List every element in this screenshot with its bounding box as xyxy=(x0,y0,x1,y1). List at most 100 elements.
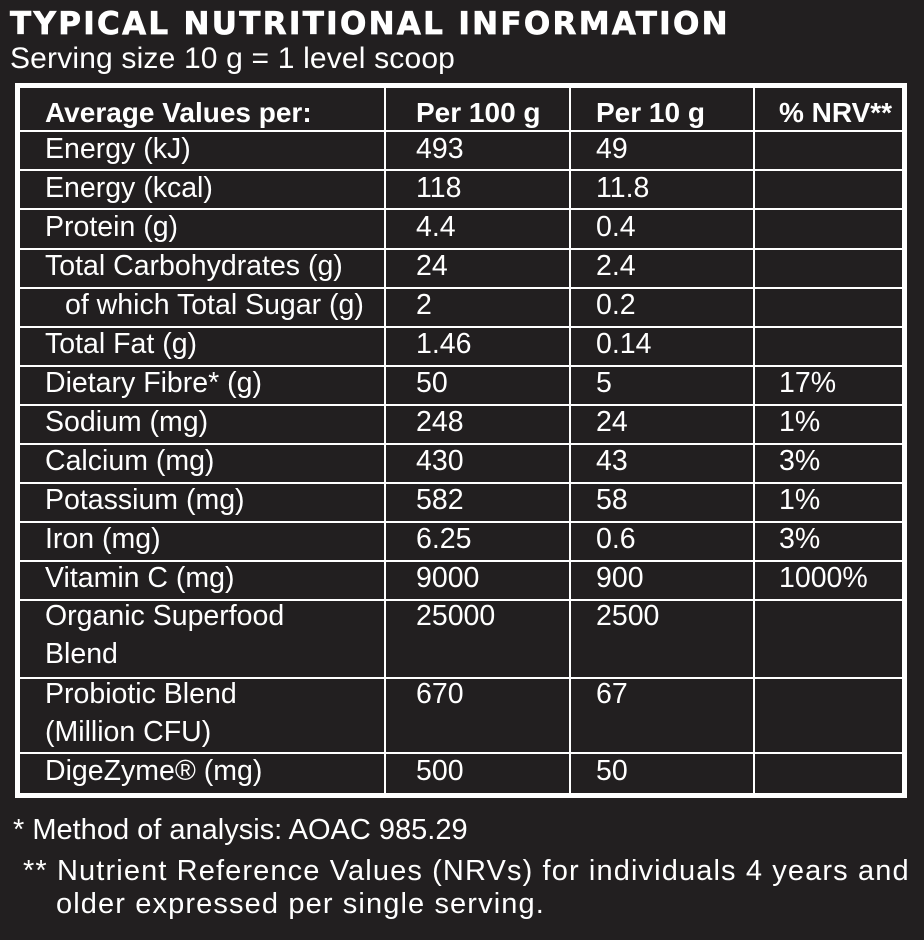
row-value-per-100g: 9000 xyxy=(386,561,569,599)
row-label-text: Total Fat (g) xyxy=(45,327,198,360)
row-value-per-10g-text: 24 xyxy=(596,405,628,438)
row-value-per-100g-text: 500 xyxy=(416,755,464,788)
row-value-per-10g: 58 xyxy=(571,483,753,521)
page-title: TYPICAL NUTRITIONAL INFORMATION xyxy=(10,6,730,43)
row-value-per-10g-text: 43 xyxy=(596,444,628,477)
row-value-per-100g-text: 2 xyxy=(416,288,432,321)
row-value-nrv xyxy=(755,171,902,209)
row-label: DigeZyme® (mg) xyxy=(20,753,384,793)
serving-size-note: Serving size 10 g = 1 level scoop xyxy=(10,42,456,75)
row-value-per-10g: 43 xyxy=(571,444,753,482)
row-value-per-10g: 11.8 xyxy=(571,171,753,209)
row-value-per-10g: 0.4 xyxy=(571,210,753,248)
row-value-per-10g-text: 0.14 xyxy=(596,327,652,360)
row-value-nrv-text: 3% xyxy=(779,523,821,556)
row-value-per-100g-text: 430 xyxy=(416,444,464,477)
row-value-per-100g-text: 25000 xyxy=(416,599,496,632)
row-value-per-100g-text: 50 xyxy=(416,366,448,399)
row-value-per-10g-text: 0.2 xyxy=(596,288,636,321)
row-label-text: Total Carbohydrates (g) xyxy=(45,249,343,282)
row-value-per-100g: 25000 xyxy=(386,600,569,677)
row-value-nrv xyxy=(755,288,902,326)
row-value-per-100g-text: 670 xyxy=(416,677,464,710)
row-value-per-10g-text: 2.4 xyxy=(596,249,636,282)
row-value-per-10g-text: 900 xyxy=(596,562,644,595)
row-value-nrv: 1000% xyxy=(755,561,902,599)
row-value-nrv-text: 1000% xyxy=(779,562,868,595)
row-label-text: Energy (kcal) xyxy=(45,171,213,204)
row-value-per-100g-text: 582 xyxy=(416,483,464,516)
row-label-text: Probiotic Blend (Million CFU) xyxy=(45,677,237,748)
row-value-per-10g-text: 11.8 xyxy=(596,171,650,204)
row-value-per-10g-text: 5 xyxy=(596,366,612,399)
row-label: Protein (g) xyxy=(20,210,384,248)
row-value-nrv: 1% xyxy=(755,405,902,443)
row-label-text: Vitamin C (mg) xyxy=(45,562,235,595)
column-header-per-10g: Per 10 g xyxy=(571,88,753,131)
row-value-nrv xyxy=(755,600,902,677)
row-value-per-100g-text: 6.25 xyxy=(416,523,472,556)
row-label-text: Sodium (mg) xyxy=(45,405,209,438)
row-value-per-10g: 24 xyxy=(571,405,753,443)
row-value-nrv: 1% xyxy=(755,483,902,521)
row-value-per-100g: 670 xyxy=(386,678,569,752)
row-label-text: Energy (kJ) xyxy=(45,132,191,165)
row-value-per-10g: 49 xyxy=(571,132,753,170)
row-value-per-100g-text: 493 xyxy=(416,132,464,165)
row-label: Potassium (mg) xyxy=(20,483,384,521)
column-header-nrv: % NRV** xyxy=(755,88,902,131)
row-value-per-10g-text: 0.6 xyxy=(596,523,636,556)
footnote-method-of-analysis: * Method of analysis: AOAC 985.29 xyxy=(13,814,468,846)
row-value-per-10g: 50 xyxy=(571,753,753,793)
row-value-per-10g-text: 67 xyxy=(596,677,628,710)
row-value-per-100g: 50 xyxy=(386,366,569,404)
row-value-per-100g-text: 118 xyxy=(416,171,462,204)
row-value-nrv: 3% xyxy=(755,522,902,560)
row-value-per-100g-text: 9000 xyxy=(416,562,480,595)
row-value-nrv-text: 1% xyxy=(779,405,821,438)
row-value-per-100g: 118 xyxy=(386,171,569,209)
row-value-per-100g: 6.25 xyxy=(386,522,569,560)
row-value-per-100g-text: 24 xyxy=(416,249,448,282)
row-value-nrv xyxy=(755,678,902,752)
row-value-per-10g: 0.6 xyxy=(571,522,753,560)
row-value-per-10g: 5 xyxy=(571,366,753,404)
row-value-per-10g-text: 58 xyxy=(596,483,628,516)
row-label: Total Carbohydrates (g) xyxy=(20,249,384,287)
footnote-nrv-definition: ** Nutrient Reference Values (NRVs) for … xyxy=(23,855,910,920)
row-value-per-100g: 4.4 xyxy=(386,210,569,248)
row-label: Total Fat (g) xyxy=(20,327,384,365)
row-value-per-100g-text: 248 xyxy=(416,405,464,438)
row-value-nrv xyxy=(755,210,902,248)
row-value-nrv: 3% xyxy=(755,444,902,482)
row-value-per-10g-text: 0.4 xyxy=(596,210,636,243)
row-label-text: Potassium (mg) xyxy=(45,483,245,516)
row-value-per-100g-text: 4.4 xyxy=(416,210,456,243)
row-value-per-10g: 67 xyxy=(571,678,753,752)
row-label: Dietary Fibre* (g) xyxy=(20,366,384,404)
row-value-per-100g: 1.46 xyxy=(386,327,569,365)
row-value-nrv-text: 1% xyxy=(779,483,821,516)
row-value-per-100g: 500 xyxy=(386,753,569,793)
row-value-per-10g: 2500 xyxy=(571,600,753,677)
row-label-text: DigeZyme® (mg) xyxy=(45,755,263,788)
column-header-per-100g: Per 100 g xyxy=(386,88,569,131)
row-label-text: Iron (mg) xyxy=(45,523,161,556)
row-label: Energy (kcal) xyxy=(20,171,384,209)
row-value-per-10g: 0.14 xyxy=(571,327,753,365)
column-header-average-values: Average Values per: xyxy=(20,88,384,131)
row-label: Sodium (mg) xyxy=(20,405,384,443)
row-value-per-100g: 582 xyxy=(386,483,569,521)
row-value-nrv: 17% xyxy=(755,366,902,404)
row-label-text: Calcium (mg) xyxy=(45,444,215,477)
row-label-text: Protein (g) xyxy=(45,210,179,243)
row-value-per-10g-text: 49 xyxy=(596,132,628,165)
row-label-text: Organic Superfood Blend xyxy=(45,599,285,670)
row-label: Iron (mg) xyxy=(20,522,384,560)
row-label: Vitamin C (mg) xyxy=(20,561,384,599)
row-value-nrv xyxy=(755,327,902,365)
row-value-per-10g-text: 50 xyxy=(596,755,628,788)
row-value-per-10g-text: 2500 xyxy=(596,599,660,632)
row-value-nrv xyxy=(755,132,902,170)
